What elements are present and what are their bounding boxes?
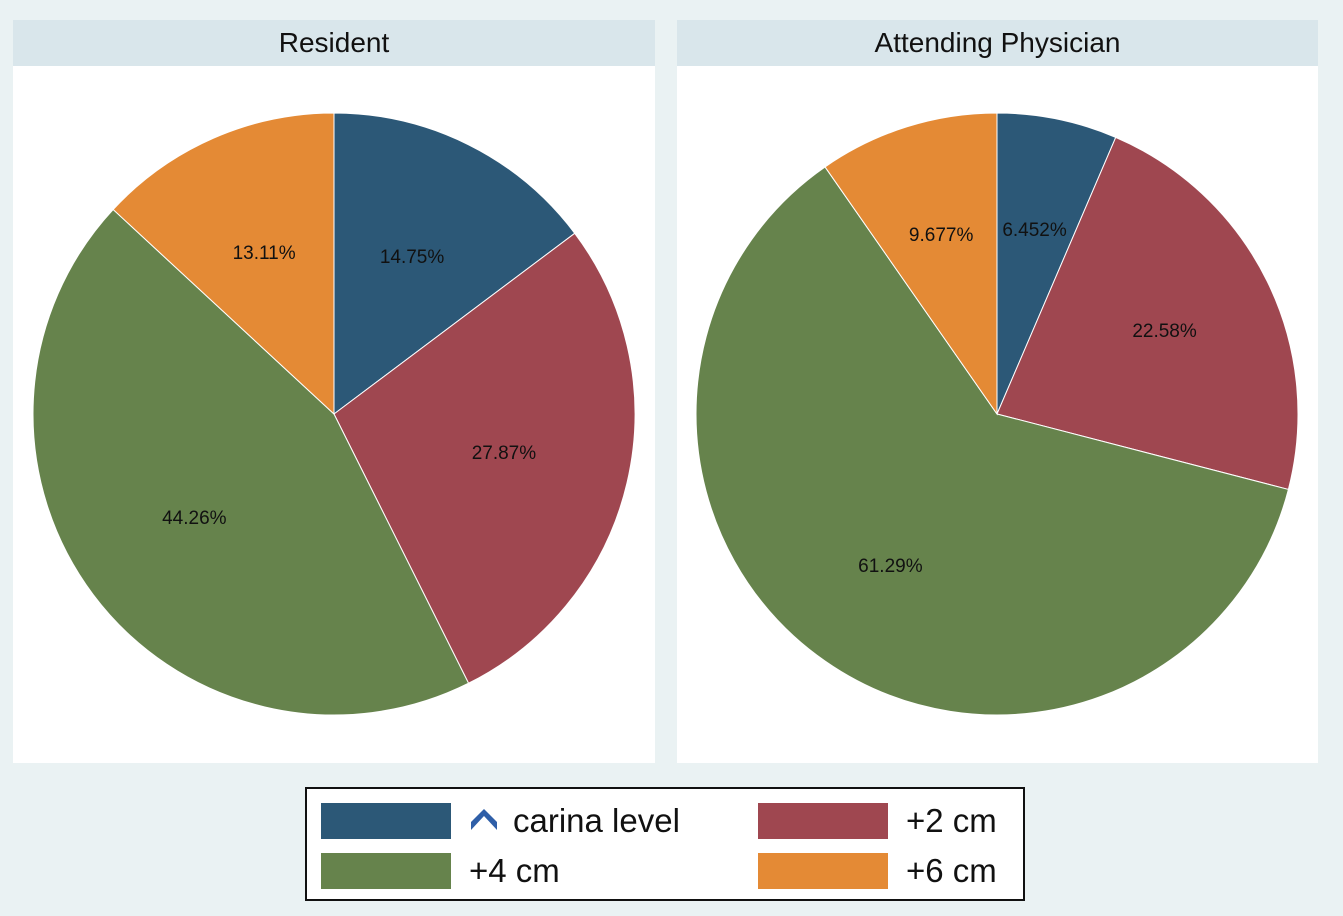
legend-swatch-plus-6cm <box>758 853 888 889</box>
pie-slice-carina-level <box>996 112 1117 415</box>
legend-label-plus-4cm: +4 cm <box>469 852 560 889</box>
legend-item-carina-level: carina level <box>321 802 680 839</box>
attending-pie-chart: 6.452% 22.58% 61.29% 9.677% <box>695 112 1299 716</box>
slice-label-plus-4-cm: 61.29% <box>858 556 923 577</box>
panel-title-attending: Attending Physician <box>677 20 1318 66</box>
legend-item-plus-2cm: +2 cm <box>758 802 997 839</box>
slice-label-plus-4-cm: 44.26% <box>162 508 227 529</box>
slice-label-carina-level: 14.75% <box>380 247 445 268</box>
resident-pie-panel: Resident 14.75% 27.87% 44.26% 13.11% <box>13 20 655 763</box>
pie-slice-plus-6-cm <box>112 112 335 416</box>
pie-slice-carina-level <box>333 112 576 416</box>
chevron-up-icon <box>471 809 497 830</box>
slice-label-carina-level: 6.452% <box>1002 220 1067 241</box>
slice-label-plus-2-cm: 27.87% <box>472 443 537 464</box>
attending-pie-panel: Attending Physician 6.452% 22.58% 61.29% 9.… <box>677 20 1318 763</box>
panel-title-resident: Resident <box>13 20 655 66</box>
slice-label-plus-6-cm: 13.11% <box>233 243 296 264</box>
legend-item-plus-6cm: +6 cm <box>758 852 997 889</box>
slice-label-plus-6-cm: 9.677% <box>909 225 974 246</box>
legend-label-plus-2cm: +2 cm <box>906 802 997 839</box>
legend-swatch-plus-4cm <box>321 853 451 889</box>
legend-label-plus-6cm: +6 cm <box>906 852 997 889</box>
legend-label-carina-level: carina level <box>513 802 680 839</box>
slice-label-plus-2-cm: 22.58% <box>1132 321 1197 342</box>
legend: carina level +2 cm +4 cm +6 cm <box>305 787 1025 901</box>
legend-swatch-plus-2cm <box>758 803 888 839</box>
pie-slice-plus-2-cm <box>333 232 636 684</box>
pie-slice-plus-2-cm <box>996 136 1299 491</box>
legend-swatch-carina-level <box>321 803 451 839</box>
pie-slice-plus-6-cm <box>824 112 998 416</box>
resident-pie-chart: 14.75% 27.87% 44.26% 13.11% <box>32 112 636 716</box>
pie-slice-plus-4-cm <box>32 208 470 716</box>
pie-slice-plus-4-cm <box>695 166 1290 716</box>
legend-item-plus-4cm: +4 cm <box>321 852 560 889</box>
